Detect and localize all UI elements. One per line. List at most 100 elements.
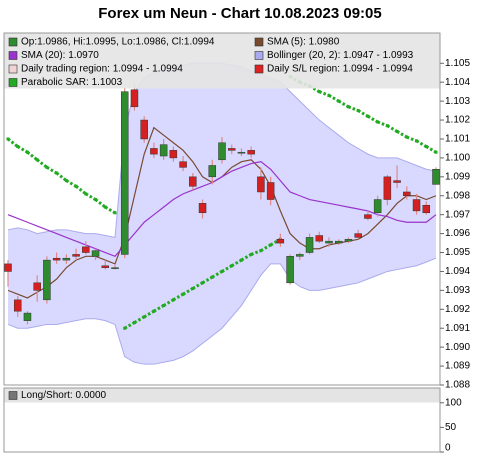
candle-body xyxy=(198,203,207,214)
sar-dot xyxy=(55,171,59,175)
y-tick-label: 1.089 xyxy=(445,361,470,372)
candle-body xyxy=(169,150,178,159)
sar-dot xyxy=(64,179,68,183)
candle-body xyxy=(422,204,431,214)
candle-body xyxy=(257,176,265,193)
legend-background xyxy=(4,33,440,89)
legend-label: SMA (20): 1.0970 xyxy=(21,50,99,61)
y-tick-label: 1.095 xyxy=(445,247,470,258)
candle-body xyxy=(383,176,392,200)
y-tick-label: 1.088 xyxy=(445,380,470,391)
sar-segment xyxy=(415,139,428,148)
sar-segment xyxy=(347,105,359,112)
bollinger-fill xyxy=(8,63,436,365)
sar-dot xyxy=(142,315,146,319)
sar-dot xyxy=(239,258,243,262)
sar-segment xyxy=(318,90,330,97)
sar-dot xyxy=(327,93,331,97)
sar-segment xyxy=(16,145,29,154)
sar-dot xyxy=(171,298,175,302)
sar-segment xyxy=(7,137,19,148)
sar-dot xyxy=(385,124,389,128)
y-tick-label: 1.097 xyxy=(445,209,470,220)
sar-dot xyxy=(74,184,78,188)
y-tick-label: 1.094 xyxy=(445,266,470,277)
legend-label: Bollinger (20, 2): 1.0947 - 1.0993 xyxy=(267,50,414,61)
sar-segment xyxy=(75,185,87,196)
candle-body xyxy=(432,169,440,185)
sar-dot xyxy=(269,243,273,247)
candle-body xyxy=(315,235,324,242)
candle-body xyxy=(179,161,187,168)
sar-segment xyxy=(357,109,369,118)
sar-dot xyxy=(249,252,253,256)
y-tick-label: 1.090 xyxy=(445,342,470,353)
candle-body xyxy=(52,257,61,261)
candle-body xyxy=(150,148,158,155)
candle-body xyxy=(412,199,421,212)
sar-dot xyxy=(230,264,234,268)
candle-body xyxy=(305,237,314,253)
candle-body xyxy=(325,240,333,244)
sar-segment xyxy=(367,114,379,124)
sar-segment xyxy=(143,309,155,319)
sar-dot xyxy=(259,249,263,253)
legend-swatch xyxy=(8,78,18,87)
sar-segment xyxy=(230,258,243,268)
sar-dot xyxy=(434,150,438,154)
sar-dot xyxy=(162,304,166,308)
candle-body xyxy=(247,150,255,155)
sar-dot xyxy=(356,109,360,113)
candle-body xyxy=(130,89,139,108)
candle-body xyxy=(403,191,411,197)
y-tick-label: 1.100 xyxy=(445,153,470,164)
sar-segment xyxy=(153,304,165,313)
sar-segment xyxy=(46,166,58,175)
candle-body xyxy=(373,199,382,214)
legend-swatch xyxy=(8,37,18,47)
sar-dot xyxy=(220,269,224,273)
candle-body xyxy=(111,267,119,269)
sar-dot xyxy=(376,120,380,124)
sar-segment xyxy=(240,253,252,262)
sar-segment xyxy=(260,243,272,252)
y-tick-label: 1.092 xyxy=(445,304,470,315)
y-tick-label: 1.099 xyxy=(445,171,470,182)
chart-title: Forex um Neun - Chart 10.08.2023 09:05 xyxy=(98,5,381,22)
legend-background xyxy=(4,388,440,403)
candle-body xyxy=(237,151,246,154)
sar-segment xyxy=(55,171,68,182)
sar-dot xyxy=(6,137,10,141)
sar-segment xyxy=(425,145,437,154)
sar-segment xyxy=(250,249,262,256)
legend-swatch xyxy=(8,51,18,60)
candle-body xyxy=(334,240,343,244)
sar-segment xyxy=(386,124,398,133)
candle-body xyxy=(208,165,217,178)
candle-body xyxy=(43,259,51,301)
y-tick-label: 1.101 xyxy=(445,134,470,145)
y-tick-label: 0 xyxy=(445,443,451,454)
sar-dot xyxy=(94,198,98,202)
y-tick-label: 1.091 xyxy=(445,323,470,334)
sar-dot xyxy=(415,139,419,143)
y-tick-label: 100 xyxy=(445,397,462,408)
sar-segment xyxy=(133,315,145,324)
y-tick-label: 1.103 xyxy=(445,96,470,107)
candle-body xyxy=(286,256,294,284)
legend-swatch xyxy=(8,64,18,74)
sar-dot xyxy=(210,275,214,279)
sar-dot xyxy=(132,321,136,325)
sar-segment xyxy=(211,270,223,279)
legend-label: Long/Short: 0.0000 xyxy=(21,390,107,401)
sar-dot xyxy=(113,211,117,215)
sar-segment xyxy=(396,130,408,139)
sar-dot xyxy=(405,135,409,139)
candle-body xyxy=(344,239,353,242)
legend-swatch xyxy=(254,37,264,47)
sar-dot xyxy=(337,99,341,103)
candle-body xyxy=(140,119,148,140)
legend-label: SMA (5): 1.0980 xyxy=(267,37,340,48)
candle-body xyxy=(72,254,80,257)
y-tick-label: 1.093 xyxy=(445,285,470,296)
